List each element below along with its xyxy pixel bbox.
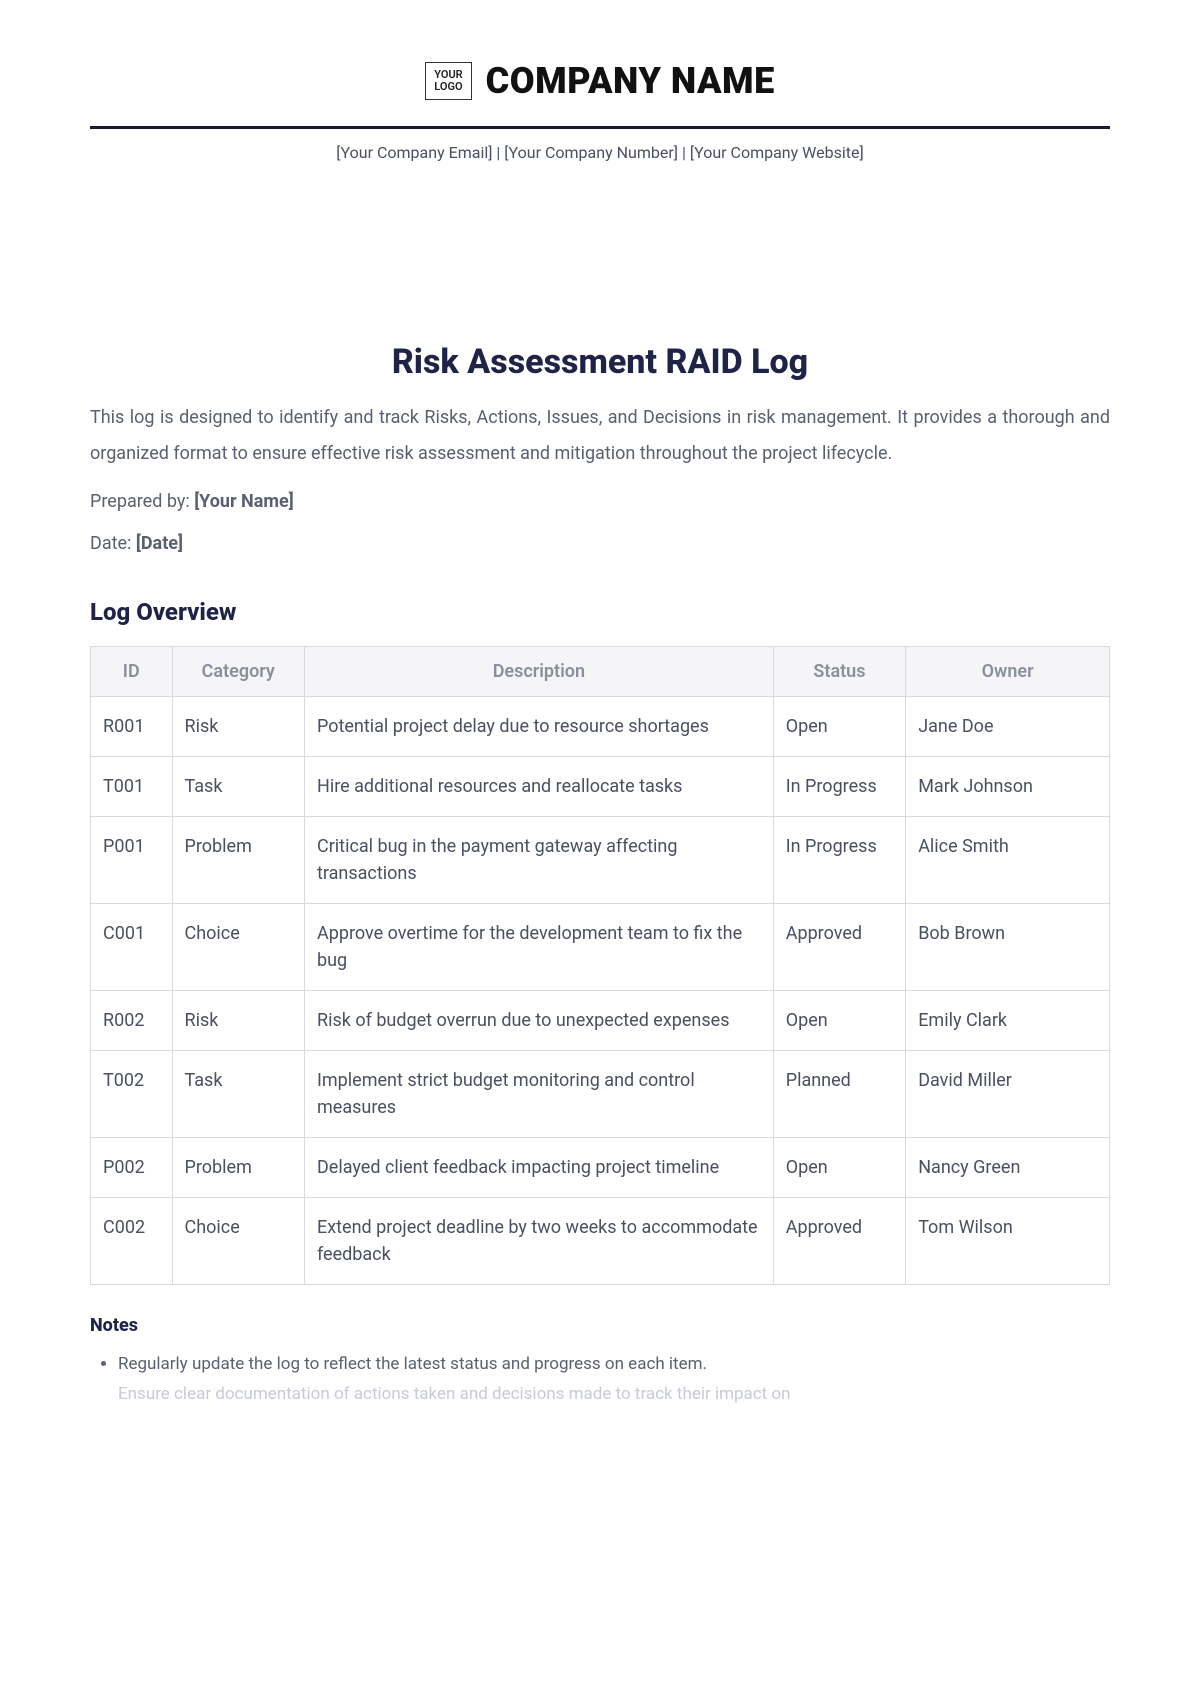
cell-status: Open bbox=[773, 991, 905, 1051]
cell-description: Implement strict budget monitoring and c… bbox=[304, 1051, 773, 1138]
contact-line: [Your Company Email] | [Your Company Num… bbox=[90, 143, 1110, 162]
cell-description: Delayed client feedback impacting projec… bbox=[304, 1138, 773, 1198]
cell-category: Task bbox=[172, 1051, 304, 1138]
cell-id: R001 bbox=[91, 697, 173, 757]
cell-id: R002 bbox=[91, 991, 173, 1051]
cell-category: Choice bbox=[172, 904, 304, 991]
prepared-by-line: Prepared by: [Your Name] bbox=[90, 484, 1110, 520]
cell-status: Open bbox=[773, 697, 905, 757]
cell-owner: Nancy Green bbox=[906, 1138, 1110, 1198]
cell-status: Approved bbox=[773, 904, 905, 991]
col-description: Description bbox=[304, 647, 773, 697]
header-divider bbox=[90, 126, 1110, 129]
cell-owner: Tom Wilson bbox=[906, 1198, 1110, 1285]
table-row: T001TaskHire additional resources and re… bbox=[91, 757, 1110, 817]
cell-status: In Progress bbox=[773, 757, 905, 817]
cell-owner: Alice Smith bbox=[906, 817, 1110, 904]
logo-text-2: LOGO bbox=[434, 81, 462, 93]
cell-id: P002 bbox=[91, 1138, 173, 1198]
notes-item: Regularly update the log to reflect the … bbox=[118, 1348, 1110, 1380]
cell-description: Hire additional resources and reallocate… bbox=[304, 757, 773, 817]
cell-status: Approved bbox=[773, 1198, 905, 1285]
date-label: Date: bbox=[90, 533, 136, 554]
cell-owner: Bob Brown bbox=[906, 904, 1110, 991]
intro-paragraph: This log is designed to identify and tra… bbox=[90, 400, 1110, 472]
cell-owner: Emily Clark bbox=[906, 991, 1110, 1051]
table-row: C001ChoiceApprove overtime for the devel… bbox=[91, 904, 1110, 991]
cell-status: In Progress bbox=[773, 817, 905, 904]
cell-category: Problem bbox=[172, 1138, 304, 1198]
cell-id: C001 bbox=[91, 904, 173, 991]
logo-placeholder: YOUR LOGO bbox=[425, 62, 471, 100]
cell-category: Risk bbox=[172, 697, 304, 757]
table-row: R002RiskRisk of budget overrun due to un… bbox=[91, 991, 1110, 1051]
cell-owner: Mark Johnson bbox=[906, 757, 1110, 817]
document-title: Risk Assessment RAID Log bbox=[90, 342, 1110, 382]
table-row: P001ProblemCritical bug in the payment g… bbox=[91, 817, 1110, 904]
raid-log-table: ID Category Description Status Owner R00… bbox=[90, 646, 1110, 1285]
cell-description: Critical bug in the payment gateway affe… bbox=[304, 817, 773, 904]
header: YOUR LOGO COMPANY NAME bbox=[90, 60, 1110, 102]
table-row: C002ChoiceExtend project deadline by two… bbox=[91, 1198, 1110, 1285]
notes-title: Notes bbox=[90, 1315, 1110, 1336]
notes-list: Regularly update the log to reflect the … bbox=[90, 1348, 1110, 1380]
col-category: Category bbox=[172, 647, 304, 697]
log-overview-title: Log Overview bbox=[90, 598, 1110, 626]
col-owner: Owner bbox=[906, 647, 1110, 697]
table-body: R001RiskPotential project delay due to r… bbox=[91, 697, 1110, 1285]
cell-category: Problem bbox=[172, 817, 304, 904]
cell-owner: David Miller bbox=[906, 1051, 1110, 1138]
date-value: [Date] bbox=[136, 533, 183, 554]
cell-id: P001 bbox=[91, 817, 173, 904]
cell-description: Extend project deadline by two weeks to … bbox=[304, 1198, 773, 1285]
notes-cutoff-line: Ensure clear documentation of actions ta… bbox=[90, 1384, 1110, 1404]
cell-category: Choice bbox=[172, 1198, 304, 1285]
cell-category: Risk bbox=[172, 991, 304, 1051]
table-row: R001RiskPotential project delay due to r… bbox=[91, 697, 1110, 757]
cell-description: Potential project delay due to resource … bbox=[304, 697, 773, 757]
cell-description: Approve overtime for the development tea… bbox=[304, 904, 773, 991]
prepared-by-value: [Your Name] bbox=[194, 491, 294, 512]
col-status: Status bbox=[773, 647, 905, 697]
cell-description: Risk of budget overrun due to unexpected… bbox=[304, 991, 773, 1051]
date-line: Date: [Date] bbox=[90, 526, 1110, 562]
col-id: ID bbox=[91, 647, 173, 697]
cell-category: Task bbox=[172, 757, 304, 817]
company-name: COMPANY NAME bbox=[486, 60, 775, 102]
cell-id: T001 bbox=[91, 757, 173, 817]
cell-id: T002 bbox=[91, 1051, 173, 1138]
cell-status: Planned bbox=[773, 1051, 905, 1138]
cell-status: Open bbox=[773, 1138, 905, 1198]
cell-owner: Jane Doe bbox=[906, 697, 1110, 757]
table-row: T002TaskImplement strict budget monitori… bbox=[91, 1051, 1110, 1138]
cell-id: C002 bbox=[91, 1198, 173, 1285]
table-header-row: ID Category Description Status Owner bbox=[91, 647, 1110, 697]
prepared-by-label: Prepared by: bbox=[90, 491, 194, 512]
table-row: P002ProblemDelayed client feedback impac… bbox=[91, 1138, 1110, 1198]
